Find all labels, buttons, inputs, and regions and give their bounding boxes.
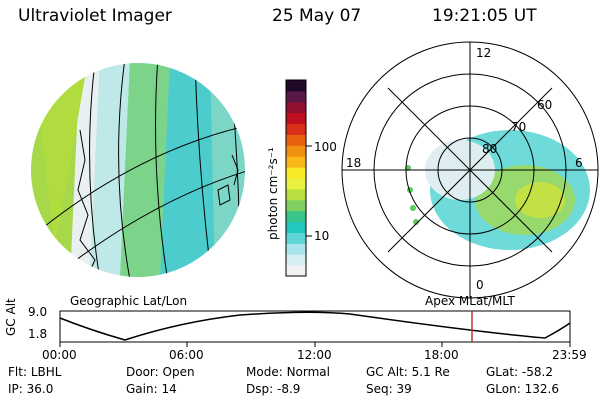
time-label: 19:21:05 UT <box>432 6 537 26</box>
time-tick-1200: 12:00 <box>297 348 332 362</box>
left-panel-caption: Geographic Lat/Lon <box>70 294 188 308</box>
status-gc-alt: GC Alt: 5.1 Re <box>366 365 450 379</box>
right-panel-caption: Apex MLat/MLT <box>425 294 515 308</box>
mlt-label-12: 12 <box>476 46 492 60</box>
colorbar-segment <box>286 178 306 190</box>
instrument-title: Ultraviolet Imager <box>18 6 172 26</box>
colorbar-tick-10: 10 <box>314 229 330 243</box>
timeline-y-tick-low: 1.8 <box>28 327 48 341</box>
status-door: Door: Open <box>126 365 195 379</box>
colorbar-segment <box>286 199 306 212</box>
time-tick-2359: 23:59 <box>552 348 587 362</box>
status-seq: Seq: 39 <box>366 382 412 396</box>
status-glon: GLon: 132.6 <box>486 382 559 396</box>
colorbar-segment <box>286 232 306 244</box>
lat-label-70: 70 <box>511 120 527 134</box>
colorbar-segment <box>286 210 306 223</box>
timeline-y-tick-high: 9.0 <box>28 305 48 319</box>
altitude-timeline <box>59 310 571 347</box>
mlt-label-0: 0 <box>476 278 484 292</box>
geographic-globe <box>30 62 246 278</box>
colorbar-segment <box>286 123 306 135</box>
status-flt: Flt: LBHL <box>8 365 62 379</box>
colorbar-tick-100: 100 <box>314 140 337 154</box>
colorbar-segment <box>286 243 306 255</box>
status-gain: Gain: 14 <box>126 382 177 396</box>
time-tick-0600: 06:00 <box>169 348 204 362</box>
time-tick-1800: 18:00 <box>424 348 459 362</box>
colorbar-segment <box>286 90 306 103</box>
colorbar-segment <box>286 188 306 201</box>
colorbar-segment <box>286 156 306 168</box>
colorbar-segment <box>286 167 306 179</box>
status-dsp: Dsp: -8.9 <box>246 382 301 396</box>
polar-plot <box>341 41 599 299</box>
time-tick-0000: 00:00 <box>42 348 77 362</box>
mlt-label-6: 6 <box>575 156 583 170</box>
colorbar-segment <box>286 80 306 92</box>
status-glat: GLat: -58.2 <box>486 365 553 379</box>
status-ip: IP: 36.0 <box>8 382 54 396</box>
colorbar-segment <box>286 134 306 146</box>
lat-label-80: 80 <box>482 142 498 156</box>
date-label: 25 May 07 <box>272 6 362 26</box>
timeline-y-label: GC Alt <box>4 298 18 336</box>
lat-label-60: 60 <box>537 98 553 112</box>
mlt-label-18: 18 <box>346 156 362 170</box>
colorbar-segment <box>286 112 306 125</box>
colorbar-segment <box>286 265 306 277</box>
colorbar-segment <box>286 101 306 114</box>
colorbar-unit-label: photon cm⁻²s⁻¹ <box>266 147 280 240</box>
colorbar-segment <box>286 254 306 266</box>
colorbar-segment <box>286 221 306 233</box>
status-mode: Mode: Normal <box>246 365 330 379</box>
colorbar <box>286 80 306 277</box>
colorbar-segment <box>286 145 306 157</box>
